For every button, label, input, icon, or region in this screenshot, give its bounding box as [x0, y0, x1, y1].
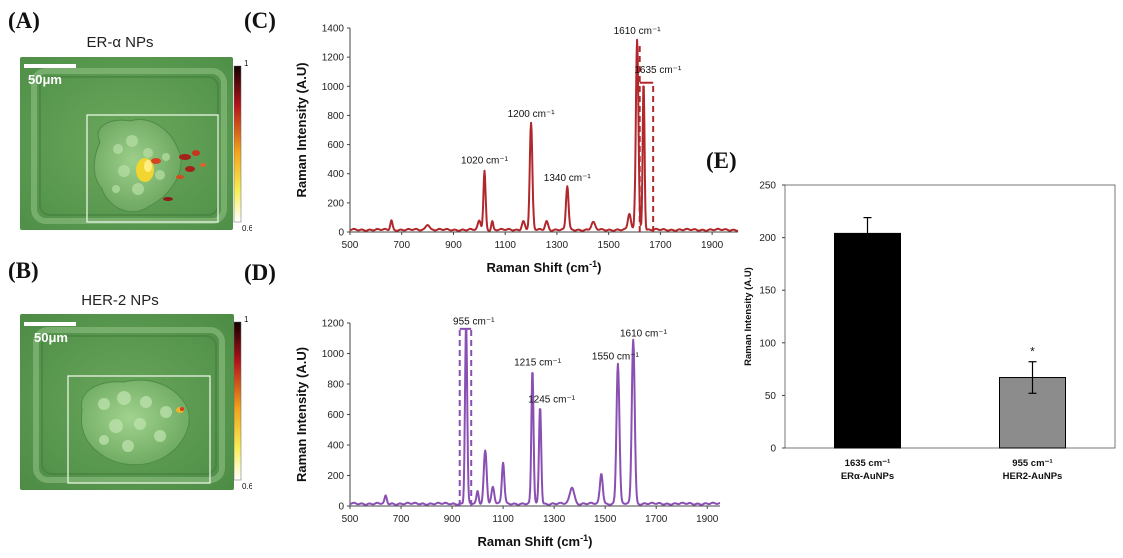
micrograph-a-image: 50μm — [20, 57, 233, 230]
x-tick-label: 1700 — [649, 240, 672, 251]
y-tick-label: 0 — [338, 228, 344, 239]
y-axis-title: Raman Intensity (A.U) — [743, 267, 754, 366]
y-tick-label: 600 — [327, 140, 344, 151]
category-label: 1635 cm⁻¹ — [845, 458, 891, 469]
bar — [834, 232, 901, 449]
x-tick-label: 900 — [444, 514, 461, 525]
y-axis-title: Raman Intensity (A.U) — [294, 347, 309, 482]
panel-label-b: (B) — [8, 258, 39, 283]
x-tick-label: 1100 — [492, 514, 514, 525]
panel-label-e: (E) — [706, 148, 737, 173]
y-tick-label: 1200 — [322, 53, 345, 64]
y-tick-label: 400 — [327, 169, 344, 180]
x-tick-label: 1700 — [645, 514, 668, 525]
panel-label-a: (A) — [8, 8, 40, 33]
x-axis-title: Raman Shift (cm-1) — [487, 259, 602, 275]
micrograph-b: 50μm — [20, 314, 234, 490]
colorbar-b-min: 0.6 — [242, 482, 252, 491]
y-tick-label: 400 — [327, 441, 344, 452]
micrograph-b-image: 50μm — [20, 314, 234, 490]
x-tick-label: 1100 — [494, 240, 516, 251]
y-tick-label: 1000 — [322, 349, 345, 360]
x-tick-label: 1500 — [594, 514, 617, 525]
y-tick-label: 200 — [327, 471, 344, 482]
y-tick-label: 200 — [759, 233, 776, 244]
micrograph-b-scale-label: 50μm — [34, 330, 68, 345]
y-tick-label: 250 — [759, 181, 776, 192]
x-tick-label: 700 — [393, 514, 410, 525]
y-tick-label: 600 — [327, 410, 344, 421]
y-tick-label: 800 — [327, 380, 344, 391]
peak-annotation: 955 cm⁻¹ — [453, 317, 495, 328]
y-axis-title: Raman Intensity (A.U) — [294, 62, 309, 197]
y-tick-label: 150 — [759, 286, 776, 297]
x-tick-label: 1300 — [546, 240, 569, 251]
micrograph-a-scale-label: 50μm — [28, 72, 62, 87]
x-tick-label: 1900 — [696, 514, 719, 525]
spectrum-line — [349, 38, 739, 232]
raman-spectrum-c: 500 700 900 1100 1300 1500 1700 1900 0 200 400 600 8… — [294, 24, 739, 275]
y-tick-label: 100 — [759, 338, 776, 349]
peak-annotation: 1215 cm⁻¹ — [514, 358, 562, 369]
category-label: ERα-AuNPs — [841, 471, 894, 482]
peak-annotation: 1020 cm⁻¹ — [461, 156, 509, 167]
peak-annotation: 1245 cm⁻¹ — [528, 394, 576, 405]
x-tick-label: 900 — [445, 240, 462, 251]
plot-frame — [784, 184, 1116, 449]
peak-annotation: 1550 cm⁻¹ — [592, 352, 640, 363]
category-label: HER2-AuNPs — [1003, 471, 1063, 482]
significance-marker: * — [1030, 345, 1035, 359]
x-tick-label: 500 — [342, 514, 359, 525]
x-tick-label: 700 — [393, 240, 410, 251]
panel-label-d: (D) — [244, 260, 276, 285]
y-tick-label: 0 — [338, 502, 344, 513]
colorbar-a-max: 1 — [244, 59, 249, 68]
micrograph-b-title: HER-2 NPs — [81, 292, 159, 309]
micrograph-a: 50μm — [20, 57, 233, 230]
x-tick-label: 500 — [342, 240, 359, 251]
peak-annotation: 1340 cm⁻¹ — [544, 173, 592, 184]
category-label: 955 cm⁻¹ — [1012, 458, 1052, 469]
y-tick-label: 1000 — [322, 82, 345, 93]
colorbar-b-max: 1 — [244, 315, 249, 324]
peak-annotation: 1610 cm⁻¹ — [620, 329, 668, 340]
micrograph-a-title: ER-α NPs — [86, 34, 154, 51]
peak-annotation: 1610 cm⁻¹ — [614, 26, 662, 37]
raman-intensity-bar-chart: 0 50 100 150 200 250 Raman Intensity (A.U) 1635… — [743, 181, 1116, 482]
y-tick-label: 0 — [770, 444, 776, 455]
peak-annotation: 1635 cm⁻¹ — [634, 65, 682, 76]
raman-spectrum-d: 500 700 900 1100 1300 1500 1700 1900 0 200 400 600 8… — [294, 317, 721, 549]
y-tick-label: 50 — [765, 391, 777, 402]
colorbar-b: 1 0.6 — [233, 315, 252, 491]
y-tick-label: 200 — [327, 198, 344, 209]
x-axis-title: Raman Shift (cm-1) — [478, 533, 593, 549]
peak-annotation: 1200 cm⁻¹ — [508, 109, 556, 120]
spectrum-line — [349, 329, 721, 506]
colorbar-a: 1 0.6 — [233, 59, 252, 233]
colorbar-a-min: 0.6 — [242, 224, 252, 233]
y-tick-label: 800 — [327, 111, 344, 122]
y-tick-label: 1400 — [322, 24, 345, 35]
x-tick-label: 1900 — [701, 240, 724, 251]
panel-label-c: (C) — [244, 8, 276, 33]
x-tick-label: 1300 — [543, 514, 566, 525]
x-tick-label: 1500 — [598, 240, 621, 251]
y-tick-label: 1200 — [322, 319, 345, 330]
